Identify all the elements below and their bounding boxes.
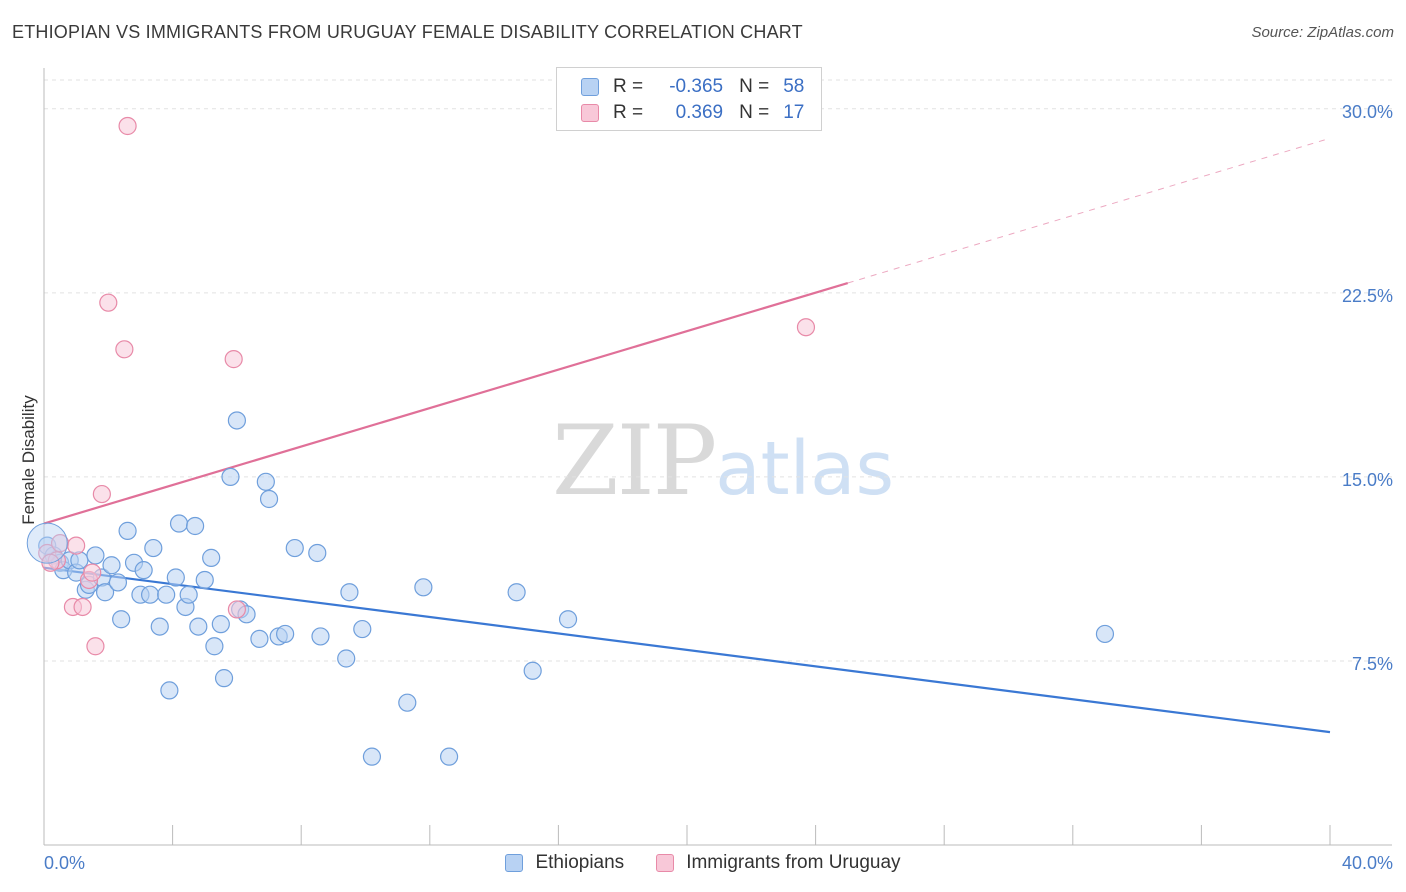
series-legend-ethiopians: Ethiopians: [505, 852, 624, 874]
y-axis-label: Female Disability: [19, 395, 38, 525]
watermark-atlas: atlas: [715, 426, 895, 512]
series-legend-uruguay: Immigrants from Uruguay: [656, 852, 901, 874]
point-ethiopians: [250, 629, 269, 648]
point-ethiopians: [507, 583, 526, 602]
point-ethiopians: [70, 551, 89, 570]
point-ethiopians: [166, 568, 185, 587]
point-ethiopians: [160, 681, 179, 700]
y-tick-label: 7.5%: [1352, 654, 1393, 674]
point-ethiopians: [439, 747, 459, 766]
series-legend-label: Ethiopians: [535, 852, 625, 873]
point-ethiopians: [1095, 624, 1115, 644]
point-ethiopians: [195, 570, 214, 590]
point-uruguay: [115, 340, 134, 359]
point-ethiopians: [102, 556, 121, 575]
series-legend-label: Immigrants from Uruguay: [686, 852, 901, 873]
y-tick-label: 30.0%: [1342, 102, 1393, 122]
point-ethiopians: [398, 693, 417, 712]
point-uruguay: [92, 484, 111, 504]
point-ethiopians: [108, 573, 128, 592]
axes: [43, 68, 1392, 846]
point-uruguay: [227, 600, 246, 619]
x-tick-labels: 0.0% 40.0%: [44, 853, 1393, 873]
legend-n-label: N =: [739, 102, 770, 123]
point-ethiopians: [308, 543, 327, 563]
point-ethiopians: [276, 624, 295, 644]
point-ethiopians: [256, 472, 275, 491]
source-label: Source: ZipAtlas.com: [1251, 24, 1394, 41]
point-ethiopians: [205, 637, 224, 656]
correlation-legend: R = -0.365 N = 58 R = 0.369 N = 17: [556, 67, 822, 131]
point-ethiopians: [189, 617, 208, 636]
point-ethiopians: [140, 585, 160, 604]
point-ethiopians: [150, 617, 169, 636]
x-tick-label: 40.0%: [1342, 853, 1393, 873]
point-ethiopians: [214, 669, 234, 688]
point-ethiopians: [558, 610, 578, 629]
series-swatch-ethiopians: [505, 854, 524, 872]
legend-n-label: N =: [739, 76, 770, 97]
grid-lines: [44, 79, 1392, 662]
x-tick-label: 0.0%: [44, 853, 85, 873]
point-ethiopians: [311, 627, 330, 646]
point-ethiopians: [112, 610, 131, 629]
point-ethiopians: [211, 615, 230, 634]
point-ethiopians: [134, 561, 153, 580]
legend-row-ethiopians: R = -0.365 N = 58: [581, 74, 804, 100]
y-tick-label: 15.0%: [1342, 470, 1393, 490]
point-uruguay: [224, 350, 243, 369]
point-ethiopians: [179, 585, 198, 604]
point-uruguay: [118, 116, 137, 136]
point-ethiopians: [186, 516, 205, 536]
point-ethiopians: [523, 661, 542, 680]
watermark: ZIPatlas: [552, 405, 894, 517]
point-ethiopians: [169, 514, 189, 533]
point-ethiopians: [202, 548, 221, 567]
point-ethiopians: [157, 585, 176, 604]
point-uruguay: [796, 318, 816, 337]
trend-line-ethiopians: [43, 566, 1331, 734]
point-uruguay: [67, 536, 86, 555]
point-ethiopians: [144, 538, 163, 558]
series-legend: Ethiopians Immigrants from Uruguay: [0, 852, 1406, 874]
point-ethiopians-cluster: [26, 522, 68, 564]
legend-n-value: 17: [783, 102, 805, 123]
point-ethiopians: [221, 467, 240, 487]
data-points: [26, 116, 1115, 766]
point-uruguay: [99, 293, 118, 312]
point-uruguay: [86, 637, 105, 656]
legend-n-value: 58: [783, 76, 805, 97]
point-ethiopians: [362, 747, 382, 766]
point-ethiopians: [414, 578, 433, 597]
legend-swatch-uruguay: [581, 104, 599, 122]
legend-r-value: -0.365: [669, 76, 724, 97]
legend-row-uruguay: R = 0.369 N = 17: [581, 100, 804, 126]
y-tick-label: 22.5%: [1342, 286, 1393, 306]
legend-r-value: 0.369: [675, 102, 724, 123]
point-ethiopians: [285, 538, 304, 558]
point-uruguay: [73, 597, 92, 617]
point-ethiopians: [118, 521, 137, 540]
y-tick-labels: 7.5% 15.0% 22.5% 30.0%: [1342, 102, 1393, 674]
point-ethiopians: [340, 583, 359, 602]
point-ethiopians: [337, 649, 356, 668]
point-uruguay: [83, 563, 102, 582]
legend-swatch-ethiopians: [581, 78, 599, 96]
trend-line-uruguay-extension: [847, 137, 1331, 284]
point-ethiopians: [227, 411, 246, 430]
legend-r-label: R =: [613, 102, 644, 123]
point-ethiopians: [95, 583, 115, 602]
chart-title: ETHIOPIAN VS IMMIGRANTS FROM URUGUAY FEM…: [12, 22, 803, 42]
watermark-zip: ZIP: [552, 405, 717, 517]
point-ethiopians: [259, 489, 279, 509]
point-ethiopians: [86, 546, 105, 565]
point-ethiopians: [353, 619, 372, 639]
series-swatch-uruguay: [656, 854, 675, 872]
trend-lines: [43, 137, 1331, 734]
legend-r-label: R =: [613, 76, 644, 97]
trend-line-uruguay: [43, 281, 849, 525]
